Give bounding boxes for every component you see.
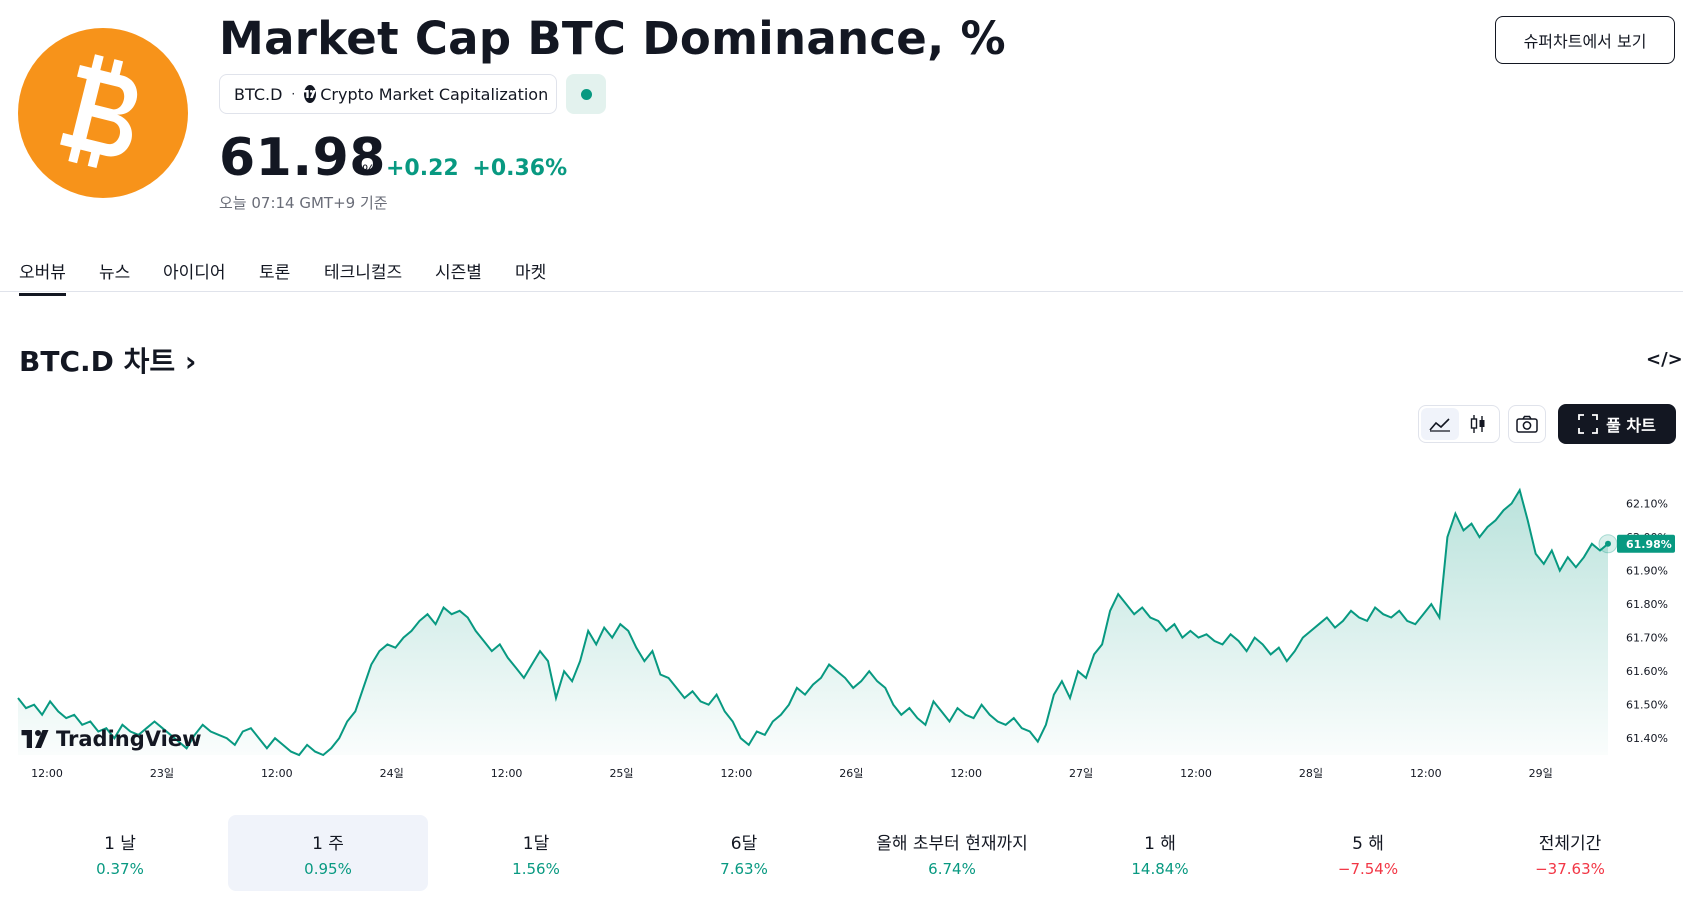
x-tick-label: 12:00 — [261, 767, 293, 780]
period-value: 14.84% — [1131, 860, 1189, 878]
period-value: 7.63% — [720, 860, 768, 878]
camera-icon[interactable] — [1508, 405, 1546, 443]
period-5-years[interactable]: 5 해 −7.54% — [1268, 815, 1468, 891]
chevron-right-icon: › — [184, 345, 197, 378]
x-tick-label: 12:00 — [491, 767, 523, 780]
series-line — [17, 487, 1609, 757]
tab-discussion[interactable]: 토론 — [259, 263, 291, 283]
period-label: 전체기간 — [1538, 834, 1602, 854]
period-1-week[interactable]: 1 주 0.95% — [228, 815, 428, 891]
period-all-time[interactable]: 전체기간 −37.63% — [1470, 815, 1670, 891]
last-value-badge — [1617, 534, 1675, 553]
y-tick-label: 61.90% — [1626, 565, 1668, 578]
x-tick-label: 12:00 — [950, 767, 982, 780]
exchange-name: Crypto Market Capitalization — [320, 84, 549, 104]
y-tick-label: 61.40% — [1626, 732, 1668, 745]
chart-style-toggle — [1418, 405, 1500, 443]
bitcoin-symbol-icon — [60, 54, 138, 169]
symbol-info[interactable]: BTC.D · Crypto Market Capitalization — [219, 74, 557, 114]
chart-section-title[interactable]: BTC.D 차트 › — [19, 340, 196, 380]
watermark-text: TradingView — [56, 727, 202, 751]
candlestick-icon[interactable] — [1459, 408, 1497, 440]
last-point-dot — [1605, 540, 1611, 547]
current-price: 61.98 — [219, 128, 386, 188]
tradingview-watermark: TradingView — [20, 727, 201, 751]
x-tick-label: 29일 — [1529, 766, 1553, 780]
full-chart-button[interactable]: 풀 차트 — [1558, 404, 1676, 444]
period-value: 0.37% — [96, 860, 144, 878]
embed-code-icon[interactable]: </> — [1646, 349, 1683, 370]
x-tick-label: 25일 — [609, 766, 633, 780]
tab-overview[interactable]: 오버뷰 — [19, 258, 66, 296]
y-tick-label: 61.70% — [1626, 632, 1668, 645]
x-tick-label: 12:00 — [721, 767, 753, 780]
y-tick-label: 61.60% — [1626, 665, 1668, 678]
tab-ideas[interactable]: 아이디어 — [163, 263, 226, 283]
period-ytd[interactable]: 올해 초부터 현재까지 6.74% — [852, 815, 1052, 891]
tab-technicals[interactable]: 테크니컬즈 — [324, 263, 403, 283]
separator-dot: · — [291, 87, 296, 101]
period-value: 6.74% — [928, 860, 976, 878]
x-tick-label: 26일 — [839, 766, 863, 780]
period-1-year[interactable]: 1 해 14.84% — [1060, 815, 1260, 891]
tradingview-logo-icon — [21, 730, 49, 748]
period-1-day[interactable]: 1 날 0.37% — [20, 815, 220, 891]
y-tick-label: 61.50% — [1626, 699, 1668, 712]
period-label: 1달 — [522, 834, 550, 854]
x-tick-label: 28일 — [1299, 766, 1323, 780]
area-fill — [18, 490, 1608, 755]
status-dot-icon — [580, 88, 592, 100]
x-tick-label: 12:00 — [1410, 767, 1442, 780]
last-value-label: 61.98% — [1626, 538, 1672, 551]
period-label: 올해 초부터 현재까지 — [876, 834, 1028, 854]
x-tick-label: 24일 — [380, 766, 404, 780]
page-title: Market Cap BTC Dominance, % — [219, 12, 1006, 65]
y-tick-label: 61.80% — [1626, 598, 1668, 611]
x-tick-label: 23일 — [150, 766, 174, 780]
tab-bar: 오버뷰 뉴스 아이디어 토론 테크니컬즈 시즌별 마켓 — [0, 250, 1683, 296]
period-value: 0.95% — [304, 860, 352, 878]
super-chart-button[interactable]: 슈퍼차트에서 보기 — [1495, 16, 1675, 64]
period-value: 1.56% — [512, 860, 560, 878]
period-6-months[interactable]: 6달 7.63% — [644, 815, 844, 891]
price-change: +0.22 +0.36% — [386, 156, 573, 181]
bitcoin-logo-icon — [18, 28, 188, 198]
tab-markets[interactable]: 마켓 — [515, 263, 547, 283]
period-label: 1 해 — [1144, 834, 1176, 854]
chart-title-text: BTC.D 차트 — [19, 345, 176, 378]
tab-news[interactable]: 뉴스 — [99, 263, 131, 283]
symbol-ticker: BTC.D — [234, 84, 283, 104]
area-chart-icon[interactable] — [1421, 408, 1459, 440]
period-label: 6달 — [730, 834, 758, 854]
as-of-time: 오늘 07:14 GMT+9 기준 — [219, 194, 388, 212]
period-label: 1 주 — [312, 834, 344, 854]
price-unit: % — [362, 163, 376, 179]
period-label: 1 날 — [104, 834, 136, 854]
x-tick-label: 12:00 — [1180, 767, 1212, 780]
y-tick-label: 62.10% — [1626, 498, 1668, 511]
period-value: −37.63% — [1535, 860, 1605, 878]
fullscreen-icon — [1578, 414, 1599, 434]
full-chart-label: 풀 차트 — [1606, 416, 1656, 435]
tab-seasonals[interactable]: 시즌별 — [435, 263, 482, 283]
change-percent: +0.36% — [472, 156, 568, 181]
period-value: −7.54% — [1337, 860, 1399, 878]
performance-periods: 1 날 0.37% 1 주 0.95% 1달 1.56% 6달 7.63% 올해… — [12, 815, 1676, 891]
period-label: 5 해 — [1352, 834, 1384, 854]
price-chart[interactable]: 62.10%62.00%61.90%61.80%61.70%61.60%61.5… — [0, 455, 1683, 795]
x-tick-label: 12:00 — [31, 767, 63, 780]
change-absolute: +0.22 — [386, 156, 459, 181]
period-1-month[interactable]: 1달 1.56% — [436, 815, 636, 891]
x-tick-label: 27일 — [1069, 766, 1093, 780]
market-status-badge[interactable] — [566, 74, 606, 114]
tradingview-mini-icon — [304, 85, 317, 103]
